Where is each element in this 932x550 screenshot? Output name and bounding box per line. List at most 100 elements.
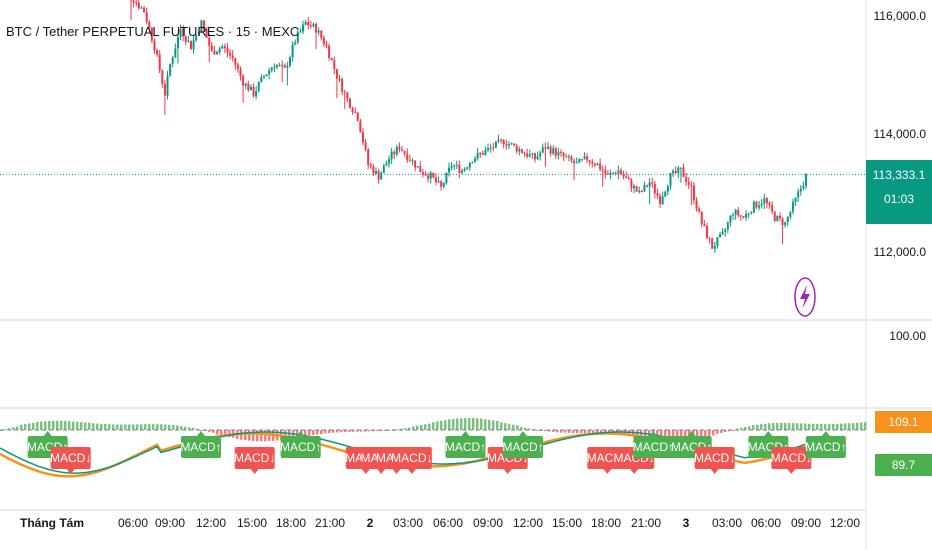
- candle-body: [531, 153, 534, 155]
- macd-signal-label: MACD↓: [50, 451, 91, 465]
- macd-histogram-bar: [832, 423, 835, 430]
- time-axis[interactable]: Tháng Tám 06:00 09:00 12:00 15:00 18:00 21:00 2…: [0, 510, 866, 540]
- macd-histogram-bar: [724, 430, 727, 433]
- candle-body: [385, 163, 388, 166]
- macd-histogram-bar: [260, 430, 263, 442]
- candle-body: [348, 98, 351, 109]
- candle-body: [317, 30, 320, 33]
- macd-histogram-bar: [732, 430, 735, 431]
- candle-body: [776, 215, 779, 222]
- candle-body: [427, 175, 430, 179]
- macd-signal-pointer: [503, 469, 512, 474]
- macd-histogram-bar: [16, 426, 19, 430]
- candle-body: [377, 171, 380, 180]
- macd-histogram-bar: [744, 427, 747, 430]
- candle-body: [494, 141, 497, 148]
- macd-histogram-bar: [284, 430, 287, 440]
- candle-body: [143, 7, 146, 13]
- macd-histogram-bar: [120, 424, 123, 430]
- macd-histogram-bar: [752, 425, 755, 430]
- macd-histogram-bar: [476, 418, 479, 430]
- macd-histogram-bar: [340, 430, 343, 433]
- candle-body: [278, 65, 281, 67]
- macd-signal-label: MACD↑: [280, 440, 321, 454]
- candle-body: [333, 60, 336, 70]
- macd-histogram-bar: [432, 422, 435, 430]
- candle-body: [698, 208, 701, 212]
- last-price-badge[interactable]: 113,333.1 01:03: [866, 160, 932, 224]
- candle-body: [437, 181, 440, 183]
- macd-histogram-bar: [256, 430, 259, 442]
- macd-histogram-bar: [288, 430, 291, 439]
- candle-body: [745, 213, 748, 218]
- candle-body: [299, 31, 302, 33]
- candle-body: [309, 25, 312, 27]
- macd-histogram-bar: [632, 430, 635, 437]
- macd-histogram-bar: [168, 424, 171, 430]
- macd-histogram-bar: [864, 422, 867, 430]
- candle-body: [382, 165, 385, 173]
- price-label-114000: 114,000.0: [873, 127, 927, 141]
- candle-body: [432, 172, 435, 178]
- macd-histogram-bar: [208, 430, 211, 432]
- macd-histogram-bar: [472, 418, 475, 430]
- candle-body: [189, 40, 192, 50]
- candle-body: [794, 197, 797, 202]
- candle-body: [179, 29, 182, 37]
- candle-body: [416, 166, 419, 168]
- candle-body: [442, 183, 445, 187]
- macd-histogram-bar: [28, 423, 31, 430]
- macd-signal-pointer: [603, 469, 612, 474]
- candle-body: [549, 146, 552, 154]
- candle-body: [674, 170, 677, 174]
- macd-histogram-bar: [736, 428, 739, 430]
- macd-histogram-bar: [128, 424, 131, 430]
- time-tick-label: Tháng Tám: [19, 516, 85, 530]
- macd-histogram-bar: [228, 430, 231, 437]
- macd-histogram-bar: [308, 430, 311, 436]
- macd-signal-label: MACD↓: [771, 451, 812, 465]
- candle-body: [187, 40, 190, 42]
- macd-histogram-bar: [188, 427, 191, 430]
- candle-body: [739, 215, 742, 217]
- indicator-macd-value: 89.7: [875, 454, 932, 476]
- candle-body: [414, 160, 417, 168]
- macd-histogram-bar: [152, 424, 155, 430]
- candle-body: [153, 40, 156, 51]
- macd-histogram-bar: [416, 425, 419, 430]
- candle-body: [231, 55, 234, 58]
- candle-body: [322, 37, 325, 45]
- macd-histogram-bar: [480, 418, 483, 430]
- candle-body: [252, 86, 255, 97]
- candle-body: [726, 222, 729, 230]
- macd-histogram-bar: [4, 429, 7, 431]
- candle-body: [445, 172, 448, 184]
- candle-body: [716, 237, 719, 247]
- candle-body: [625, 176, 628, 179]
- candle-body: [708, 238, 711, 240]
- candle-body: [713, 246, 716, 249]
- candle-body: [234, 57, 237, 65]
- macd-histogram-bar: [140, 424, 143, 430]
- macd-signal-marker: [503, 436, 543, 458]
- candle-body: [536, 156, 539, 160]
- macd-signal-marker: [694, 447, 735, 469]
- macd-histogram-bar: [468, 418, 471, 430]
- macd-signal-label: MACD↓: [694, 451, 735, 465]
- macd-histogram-bar: [504, 423, 507, 430]
- candle-body: [312, 24, 315, 27]
- candle-body: [633, 186, 635, 189]
- last-price-value: 113,333.1: [872, 168, 926, 182]
- candle-body: [265, 74, 268, 77]
- candle-body: [354, 112, 357, 114]
- candle-body: [484, 150, 487, 155]
- candle-body: [513, 143, 516, 146]
- candle-body: [687, 181, 690, 185]
- candle-body: [677, 167, 680, 174]
- macd-signal-label: MACD↑: [633, 440, 674, 454]
- candle-body: [390, 151, 393, 160]
- macd-histogram-bar: [44, 421, 47, 430]
- candle-body: [218, 48, 221, 53]
